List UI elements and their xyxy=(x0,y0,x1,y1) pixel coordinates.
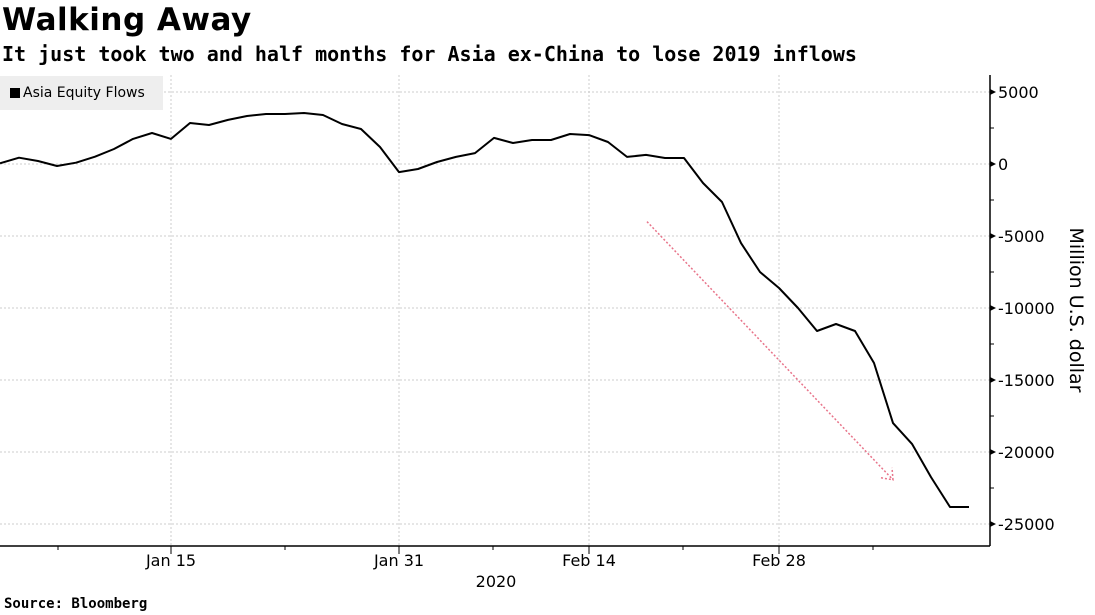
y-tick-label: -25000 xyxy=(998,515,1055,534)
chart-title: Walking Away xyxy=(2,2,252,38)
y-tick-label: 0 xyxy=(998,155,1008,174)
x-tick-label: Feb 28 xyxy=(752,551,806,570)
trend-arrow-shaft xyxy=(646,221,894,481)
y-tick-label: -10000 xyxy=(998,299,1055,318)
y-axis-label: Million U.S. dollar xyxy=(1065,228,1087,393)
x-tick-label: Jan 31 xyxy=(373,551,424,570)
y-tick xyxy=(990,233,996,239)
legend-label: Asia Equity Flows xyxy=(23,85,145,101)
y-tick-label: -20000 xyxy=(998,443,1055,462)
x-year-label: 2020 xyxy=(476,572,517,591)
y-tick xyxy=(990,305,996,311)
chart-subtitle: It just took two and half months for Asi… xyxy=(2,42,857,66)
y-tick xyxy=(990,521,996,527)
x-tick-label: Feb 14 xyxy=(562,551,616,570)
x-tick-label: Jan 15 xyxy=(145,551,196,570)
legend-swatch xyxy=(10,88,20,98)
y-tick-label: 5000 xyxy=(998,83,1039,102)
y-tick xyxy=(990,89,996,95)
y-tick xyxy=(990,161,996,167)
source-note: Source: Bloomberg xyxy=(4,596,148,612)
legend: Asia Equity Flows xyxy=(0,76,163,110)
y-tick xyxy=(990,449,996,455)
y-tick-label: -5000 xyxy=(998,227,1045,246)
series-line-asia-equity-flows xyxy=(0,112,969,508)
y-tick-label: -15000 xyxy=(998,371,1055,390)
trend-arrow-head xyxy=(880,467,894,481)
y-tick xyxy=(990,377,996,383)
